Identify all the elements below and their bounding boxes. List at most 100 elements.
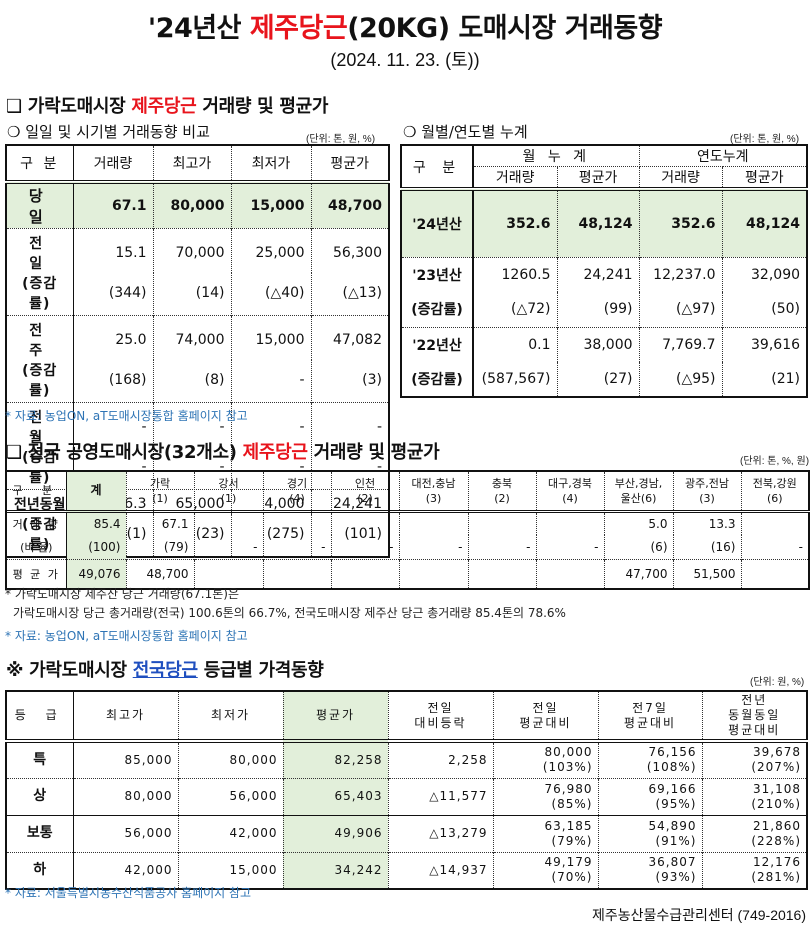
cell: (21) [721, 362, 808, 397]
col-header-total: 계 [65, 471, 127, 513]
col-count: 울산(6) [620, 491, 657, 505]
cell: 25.0 [72, 314, 154, 360]
cell: 49,076 [65, 558, 127, 589]
cell: 56,300 [310, 227, 390, 273]
col-header: 평균가 [282, 691, 389, 743]
group-header-monthly: 월 누 계 [472, 145, 640, 167]
cell [193, 558, 264, 589]
report-date: (2024. 11. 23. (토)) [330, 50, 480, 70]
pct: (108%) [646, 760, 697, 775]
cell: - [535, 535, 605, 559]
table-header-row: 구 분 거래량 최고가 최저가 평균가 [5, 145, 390, 184]
pct: (281%) [751, 870, 801, 885]
cell: (344) [72, 272, 154, 315]
cell: - [262, 535, 332, 559]
cell [535, 511, 605, 535]
col-header-jeonbuk: 전북,강원 (6) [740, 471, 810, 513]
table-row: '23년산 1260.5 24,241 12,237.0 32,090 [400, 256, 808, 292]
table-row: 보통 56,000 42,000 49,906 △13,279 63,185 (7… [5, 814, 808, 852]
cell: (100) [65, 535, 127, 559]
table-row: 전 월 - - - - [5, 401, 390, 447]
col-header-incheon: 인천 (2) [330, 471, 400, 513]
heading-prefix: ❑ 전국 공영도매시장(32개소) [6, 442, 243, 463]
col-count: (2) [357, 491, 373, 505]
grade-price-table: 등 급 최고가 최저가 평균가 전일 대비등락 전일 평균대비 전7일 평균대비… [5, 690, 808, 890]
cell: 80,000 [72, 777, 179, 815]
col-name: 인천 [354, 476, 376, 490]
row-label: '24년산 [400, 189, 474, 257]
pct: (95%) [655, 796, 697, 811]
col-header-gwangju: 광주,전남 (3) [672, 471, 742, 513]
cell: 36,807 (93%) [597, 851, 703, 889]
cell: 80,000 [177, 741, 284, 778]
table-row: 전 일 15.1 70,000 25,000 56,300 [5, 227, 390, 273]
table-row: (증감률) (168) (8) - (3) [5, 359, 390, 402]
value: 39,678 [753, 745, 801, 760]
cell: 49,906 [282, 814, 389, 852]
col-header-gyeonggi: 경기 (4) [262, 471, 332, 513]
cumulative-unit: (단위: 톤, 원, %) [730, 134, 800, 145]
col-header: 평균가 [721, 166, 808, 191]
col-count: (4) [562, 491, 578, 505]
cell: (6) [603, 535, 674, 559]
cell: (△40) [230, 272, 312, 315]
cell: (3) [310, 359, 390, 402]
col-header-daegu: 대구,경북 (4) [535, 471, 605, 513]
table-row: 상 80,000 56,000 65,403 △11,577 76,980 (85… [5, 777, 808, 815]
volume-row: 거 래 량 85.4 67.1 5.0 13.3 [5, 511, 810, 535]
table-group-header-row: 구 분 월 누 계 연도누계 [400, 145, 808, 191]
cell: △14,937 [387, 851, 494, 889]
col-header: 전7일 평균대비 [597, 691, 703, 743]
col-header: 등 급 [5, 691, 74, 743]
cell: 48,124 [556, 189, 640, 257]
grade-label: 특 [5, 741, 74, 778]
cell [330, 558, 400, 589]
table-row: (증감률) (587,567) (27) (△95) (21) [400, 362, 808, 397]
col-header: 최저가 [177, 691, 284, 743]
value: 76,156 [648, 745, 697, 760]
cell: 21,860 (228%) [701, 814, 808, 852]
col-header: 평균가 [556, 166, 640, 191]
col-header: 구 분 [5, 145, 74, 184]
col-header: 전년 동월동일 평균대비 [701, 691, 808, 743]
col-header: 최고가 [152, 145, 232, 184]
cell: 13.3 [672, 511, 742, 535]
col-name: 가락 [149, 476, 171, 490]
row-label: 전 월 [5, 401, 74, 447]
cell: 39,616 [721, 326, 808, 362]
cell: (△13) [310, 272, 390, 315]
cell: 67.1 [72, 182, 154, 228]
section2-note-line1: * 가락도매시장 제주산 당근 거래량(67.1톤)은 [5, 587, 239, 601]
col-header-gangseo: 강서 (1) [193, 471, 264, 513]
row-label: (증감률) [400, 292, 474, 327]
regional-market-table: 구 분 계 가락 (1) 강서 (1) 경기 (4) 인천 (2) 대전,충남 (3) 충… [5, 470, 810, 590]
pct: (210%) [751, 796, 801, 811]
cell: (△72) [472, 292, 558, 327]
table-row: (증감률) (△72) (99) (△97) (50) [400, 292, 808, 327]
cell: △13,279 [387, 814, 494, 852]
pct: (207%) [751, 760, 801, 775]
heading-highlight: 제주당근 [242, 442, 308, 463]
title-prefix: '24년산 [147, 13, 250, 44]
cell: 352.6 [638, 189, 723, 257]
grade-label: 상 [5, 777, 74, 815]
col-name: 충북 [491, 476, 513, 490]
cell: 25,000 [230, 227, 312, 273]
col-count: (1) [152, 491, 168, 505]
cell: 63,185 (79%) [492, 814, 599, 852]
cell: 39,678 (207%) [701, 741, 808, 778]
cell: - [398, 535, 469, 559]
pct: (91%) [655, 833, 697, 848]
pct: (85%) [551, 796, 593, 811]
cell: 47,082 [310, 314, 390, 360]
cell: - [152, 401, 232, 447]
cell: - [740, 535, 810, 559]
cell: 24,241 [556, 256, 640, 292]
cell: 12,237.0 [638, 256, 723, 292]
cell: (99) [556, 292, 640, 327]
cell: 49,179 (70%) [492, 851, 599, 889]
pct: (93%) [655, 870, 697, 885]
title-highlight: 제주당근 [249, 13, 348, 44]
grade-label: 보통 [5, 814, 74, 852]
col-header: 최저가 [230, 145, 312, 184]
